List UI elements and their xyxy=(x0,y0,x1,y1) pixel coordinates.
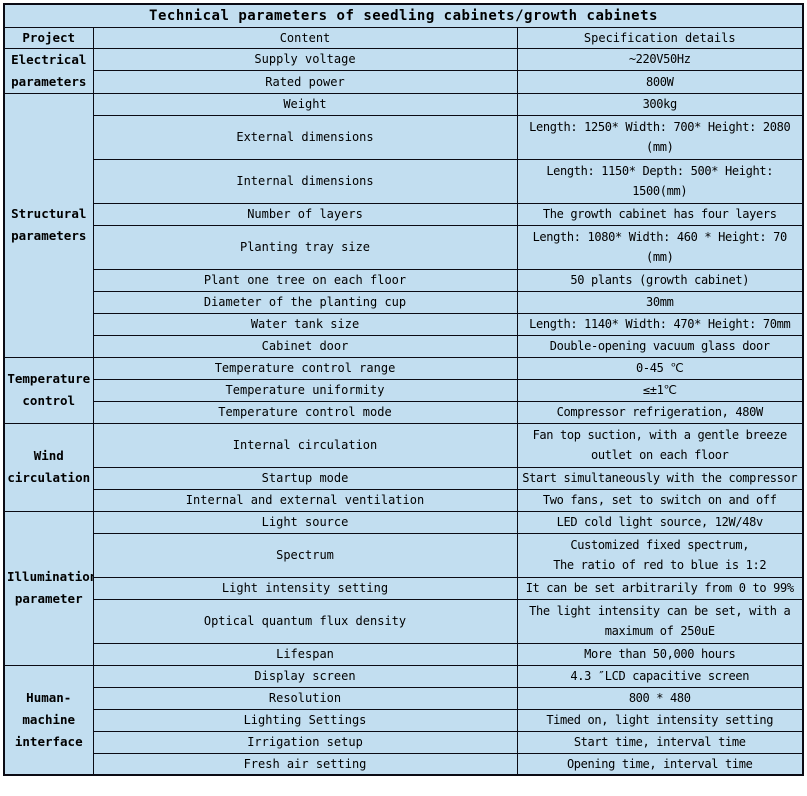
content-cell: Startup mode xyxy=(92,466,518,490)
content-cell: Cabinet door xyxy=(92,334,518,358)
spec-cell: 50 plants (growth cabinet) xyxy=(516,268,804,292)
table-row: Fresh air setting Opening time, interval… xyxy=(4,752,804,776)
content-cell: Optical quantum flux density xyxy=(92,598,518,644)
spec-cell: 30mm xyxy=(516,290,804,314)
table-row: Number of layers The growth cabinet has … xyxy=(4,202,804,226)
table-row: Structural parameters Weight 300kg xyxy=(3,92,804,358)
spec-cell: Two fans, set to switch on and off xyxy=(516,488,804,512)
content-cell: Temperature control mode xyxy=(92,400,518,424)
col-header-spec: Specification details xyxy=(516,26,804,49)
spec-cell: 800W xyxy=(516,70,804,94)
table-row: Temperature uniformity ≤±1℃ xyxy=(4,378,804,402)
spec-cell: Start simultaneously with the compressor xyxy=(516,466,804,490)
spec-cell: It can be set arbitrarily from 0 to 99% xyxy=(516,576,804,600)
spec-cell: Length: 1140* Width: 470* Height: 70mm xyxy=(516,312,804,336)
group-label-temperature: Temperature control xyxy=(3,356,94,424)
content-cell: Lighting Settings xyxy=(92,708,518,732)
col-header-project: Project xyxy=(3,26,94,49)
content-cell: External dimensions xyxy=(92,114,518,160)
table-row: Cabinet door Double-opening vacuum glass… xyxy=(4,334,804,358)
content-cell: Temperature control range xyxy=(92,356,518,380)
group-label-structural: Structural parameters xyxy=(3,92,94,358)
spec-cell: Length: 1150* Depth: 500* Height: 1500(m… xyxy=(516,158,804,204)
table-row: Water tank size Length: 1140* Width: 470… xyxy=(4,312,804,336)
content-cell: Internal dimensions xyxy=(92,158,518,204)
table-row: Internal and external ventilation Two fa… xyxy=(4,488,804,512)
table-row: Rated power 800W xyxy=(4,70,804,94)
table-title: Technical parameters of seedling cabinet… xyxy=(3,3,804,28)
content-cell: Weight xyxy=(92,92,518,116)
content-cell: Diameter of the planting cup xyxy=(92,290,518,314)
table-row: Startup mode Start simultaneously with t… xyxy=(4,466,804,490)
content-cell: Internal circulation xyxy=(92,422,518,468)
spec-cell: Timed on, light intensity setting xyxy=(516,708,804,732)
table-row: Illumination parameter Light source LED … xyxy=(3,510,804,666)
table-row: Technical parameters of seedling cabinet… xyxy=(3,3,804,28)
table-row: Irrigation setup Start time, interval ti… xyxy=(4,730,804,754)
table-row: Planting tray size Length: 1080* Width: … xyxy=(4,224,804,270)
content-cell: Lifespan xyxy=(92,642,518,666)
content-cell: Number of layers xyxy=(92,202,518,226)
spec-cell: ~220V50Hz xyxy=(516,47,804,71)
content-cell: Fresh air setting xyxy=(92,752,518,776)
spec-cell: Customized fixed spectrum, The ratio of … xyxy=(516,532,804,578)
table-row: Lighting Settings Timed on, light intens… xyxy=(4,708,804,732)
content-cell: Plant one tree on each floor xyxy=(92,268,518,292)
spec-cell: The growth cabinet has four layers xyxy=(516,202,804,226)
content-cell: Resolution xyxy=(92,686,518,710)
group-label-wind: Wind circulation xyxy=(3,422,94,512)
spec-cell: The light intensity can be set, with a m… xyxy=(516,598,804,644)
spec-cell: Length: 1080* Width: 460 * Height: 70 (m… xyxy=(516,224,804,270)
table-row: Electrical parameters Supply voltage ~22… xyxy=(3,47,804,94)
content-cell: Rated power xyxy=(92,70,518,94)
spec-cell: Compressor refrigeration, 480W xyxy=(516,400,804,424)
content-cell: Spectrum xyxy=(92,532,518,578)
content-cell: Supply voltage xyxy=(92,47,518,71)
spec-cell: Fan top suction, with a gentle breeze ou… xyxy=(516,422,804,468)
table-row: Temperature control Temperature control … xyxy=(3,356,804,424)
group-label-illumination: Illumination parameter xyxy=(3,510,94,666)
content-cell: Light intensity setting xyxy=(92,576,518,600)
group-label-electrical: Electrical parameters xyxy=(3,47,94,94)
spec-cell: Length: 1250* Width: 700* Height: 2080 (… xyxy=(516,114,804,160)
table-row: Optical quantum flux density The light i… xyxy=(4,598,804,644)
table-row: Spectrum Customized fixed spectrum, The … xyxy=(4,532,804,578)
content-cell: Light source xyxy=(92,510,518,534)
parameters-table: Technical parameters of seedling cabinet… xyxy=(3,3,805,776)
content-cell: Temperature uniformity xyxy=(92,378,518,402)
table-row: Human- machine interface Display screen … xyxy=(3,664,804,776)
table-row: Wind circulation Internal circulation Fa… xyxy=(3,422,804,512)
table-row: External dimensions Length: 1250* Width:… xyxy=(4,114,804,160)
table-row: Diameter of the planting cup 30mm xyxy=(4,290,804,314)
content-cell: Water tank size xyxy=(92,312,518,336)
table-row: Lifespan More than 50,000 hours xyxy=(4,642,804,666)
table-row: Resolution 800 * 480 xyxy=(4,686,804,710)
spec-cell: Opening time, interval time xyxy=(516,752,804,776)
spec-cell: 800 * 480 xyxy=(516,686,804,710)
spec-cell: 300kg xyxy=(516,92,804,116)
spec-cell: 4.3 ″LCD capacitive screen xyxy=(516,664,804,688)
spec-cell: ≤±1℃ xyxy=(516,378,804,402)
content-cell: Internal and external ventilation xyxy=(92,488,518,512)
table-row: Project Content Specification details xyxy=(3,26,804,49)
spec-cell: More than 50,000 hours xyxy=(516,642,804,666)
table-row: Light intensity setting It can be set ar… xyxy=(4,576,804,600)
table-row: Plant one tree on each floor 50 plants (… xyxy=(4,268,804,292)
content-cell: Irrigation setup xyxy=(92,730,518,754)
spec-cell: Start time, interval time xyxy=(516,730,804,754)
table-row: Internal dimensions Length: 1150* Depth:… xyxy=(4,158,804,204)
spec-cell: LED cold light source, 12W/48v xyxy=(516,510,804,534)
spec-cell: Double-opening vacuum glass door xyxy=(516,334,804,358)
group-label-hmi: Human- machine interface xyxy=(3,664,94,776)
table-row: Temperature control mode Compressor refr… xyxy=(4,400,804,424)
col-header-content: Content xyxy=(92,26,518,49)
spec-cell: 0-45 ℃ xyxy=(516,356,804,380)
content-cell: Planting tray size xyxy=(92,224,518,270)
content-cell: Display screen xyxy=(92,664,518,688)
